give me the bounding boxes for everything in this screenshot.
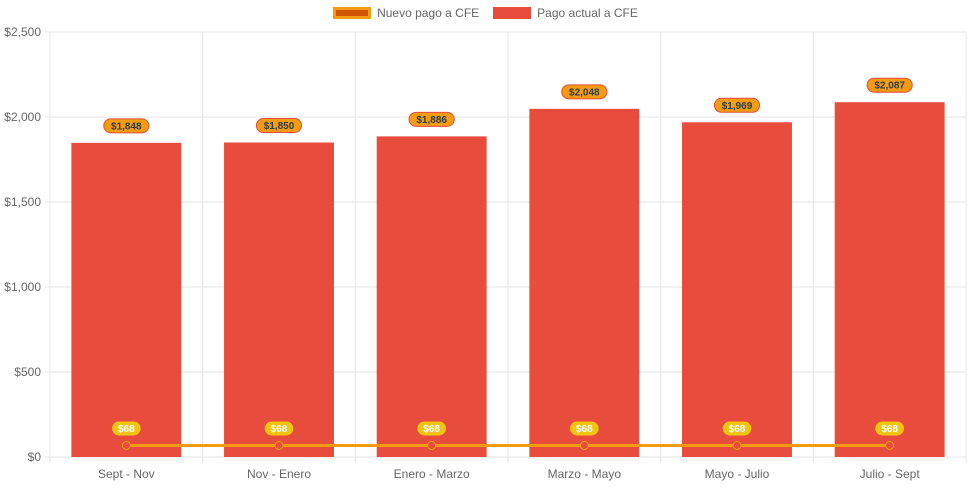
bar	[529, 108, 640, 457]
bar-value-label: $1,850	[264, 121, 295, 132]
line-point	[274, 440, 284, 450]
line-value-label-bg	[417, 421, 446, 436]
legend-swatch-line	[333, 7, 372, 19]
bar-value-label-bg	[866, 77, 913, 93]
line-point	[121, 440, 131, 450]
line-point	[579, 440, 589, 450]
line-value-label: $68	[118, 424, 135, 435]
line-value-label-bg	[722, 421, 752, 436]
bar-value-label-bg	[713, 97, 761, 113]
bar-value-label-bg	[561, 84, 608, 100]
legend-item-pago-actual[interactable]: Pago actual a CFE	[493, 6, 638, 20]
bar	[376, 136, 487, 457]
y-tick-label: $2,000	[4, 110, 41, 124]
y-tick-label: $2,500	[4, 25, 41, 39]
x-tick-label: Enero - Marzo	[394, 467, 470, 481]
x-tick-label: Julio - Sept	[860, 467, 921, 481]
y-tick-label: $1,500	[4, 195, 41, 209]
bar-value-label-bg	[255, 118, 303, 133]
bar	[682, 122, 792, 458]
bar-value-label-bg	[103, 118, 150, 134]
bar-value-label: $2,048	[569, 87, 600, 98]
legend-label-nuevo-pago: Nuevo pago a CFE	[377, 6, 480, 20]
bar-value-label: $1,848	[111, 121, 142, 132]
line-point	[427, 440, 437, 450]
line-value-label-bg	[875, 421, 904, 436]
line-value-label: $68	[881, 424, 898, 435]
y-tick-label: $1,000	[4, 280, 41, 294]
y-tick-label: $0	[28, 450, 42, 464]
x-tick-label: Sept - Nov	[98, 467, 155, 481]
bar-value-label: $2,087	[874, 81, 905, 92]
chart-legend: Nuevo pago a CFE Pago actual a CFE	[0, 6, 971, 20]
line-value-label-bg	[264, 421, 294, 436]
bar-value-label: $1,969	[722, 101, 753, 112]
line-value-label: $68	[576, 424, 593, 435]
x-tick-label: Mayo - Julio	[705, 467, 770, 481]
bar	[71, 142, 182, 457]
bar	[834, 102, 945, 458]
line-value-label: $68	[729, 424, 746, 435]
bar	[224, 142, 334, 457]
legend-swatch-bar	[493, 7, 532, 19]
y-tick-label: $500	[14, 365, 41, 379]
x-tick-label: Marzo - Mayo	[548, 467, 622, 481]
bar-value-label: $1,886	[416, 115, 447, 126]
line-value-label: $68	[271, 424, 288, 435]
line-value-label-bg	[112, 421, 141, 436]
bar-value-label-bg	[408, 111, 455, 127]
x-tick-label: Nov - Enero	[247, 467, 311, 481]
line-value-label: $68	[423, 424, 440, 435]
legend-item-nuevo-pago[interactable]: Nuevo pago a CFE	[333, 6, 479, 20]
line-point	[732, 440, 742, 450]
line-value-label-bg	[570, 421, 599, 436]
line-point	[885, 440, 895, 450]
legend-label-pago-actual: Pago actual a CFE	[537, 6, 638, 20]
